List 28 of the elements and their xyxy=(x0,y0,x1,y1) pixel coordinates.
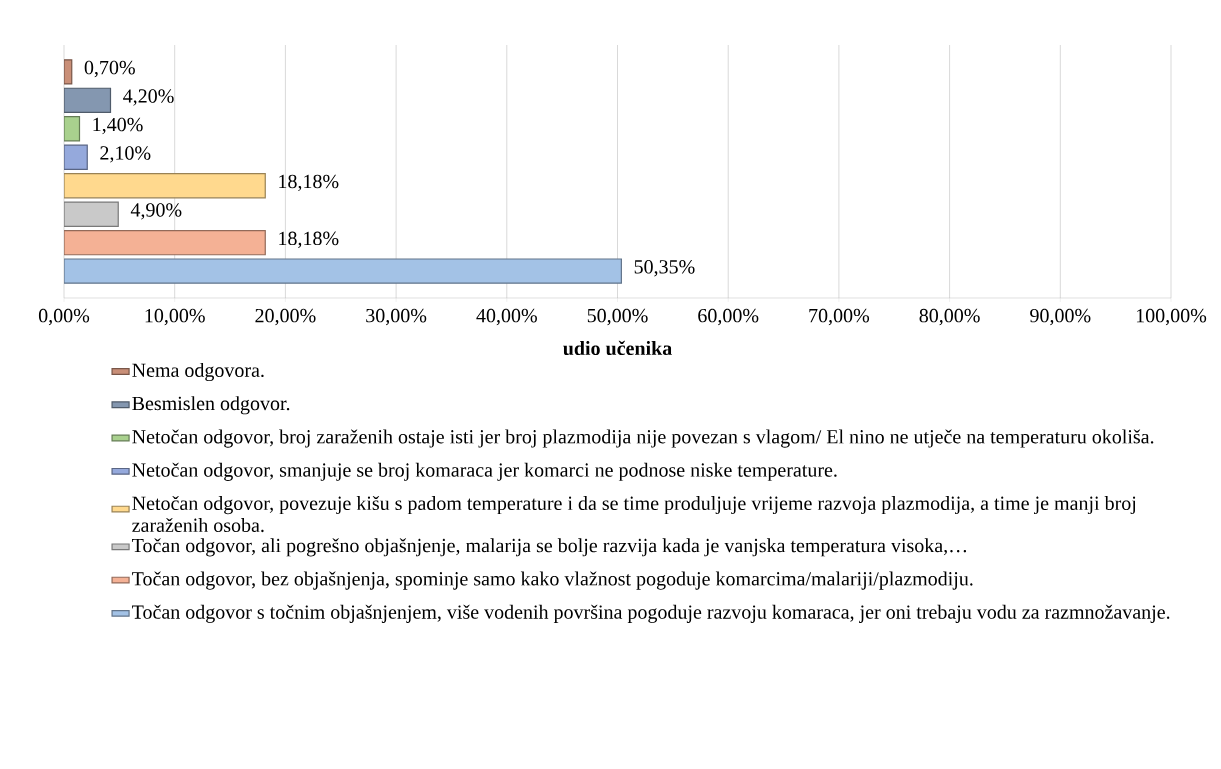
x-axis-title: udio učenika xyxy=(563,340,672,356)
legend-label: Točan odgovor s točnim objašnjenjem, više vodenih površina pogoduje razvoju komaraca, jer oni trebaju vodu za razmnožavanje. xyxy=(132,604,1170,623)
x-tick-label: 30,00% xyxy=(366,308,427,326)
x-tick-label: 50,00% xyxy=(587,308,648,326)
x-tick-label: 20,00% xyxy=(255,308,316,326)
legend-label: Nema odgovora. xyxy=(132,362,264,382)
data-label: 4,90% xyxy=(130,203,182,220)
data-label: 1,40% xyxy=(93,117,143,135)
legend-label: Netočan odgovor, broj zaraženih ostaje isti jer broj plazmodija nije povezan s vlagom/ El nino ne utječe na temperaturu okoliša. xyxy=(132,429,1154,448)
x-tick-label: 80,00% xyxy=(919,308,980,326)
legend-label: Netočan odgovor, smanjuje se broj komaraca jer komarci ne podnose niske temperature. xyxy=(132,462,837,481)
x-tick-label: 0,00% xyxy=(38,308,90,326)
data-label: 50,35% xyxy=(634,260,695,277)
data-label: 0,70% xyxy=(84,60,135,78)
x-tick-label: 60,00% xyxy=(698,308,759,326)
x-tick-label: 10,00% xyxy=(145,308,205,326)
x-tick-label: 70,00% xyxy=(809,308,870,326)
x-tick-label: 40,00% xyxy=(476,308,537,326)
data-label: 4,20% xyxy=(123,89,174,106)
x-tick-label: 90,00% xyxy=(1030,308,1091,326)
legend-label: Točan odgovor, bez objašnjenja, spominje samo kako vlažnost pogoduje komarcima/malariji/plazmodiju. xyxy=(132,571,973,590)
x-tick-label: 100,00% xyxy=(1136,308,1207,326)
legend-label: Netočan odgovor, povezuje kišu s padom temperature i da se time produljuje vrijeme razvoja plazmodija, a time je manji broj zaraženih osoba. xyxy=(132,495,1136,533)
legend-label: Besmislen odgovor. xyxy=(132,396,290,415)
data-label: 18,18% xyxy=(279,231,339,248)
data-label: 2,10% xyxy=(100,146,151,163)
data-label: 18,18% xyxy=(279,174,339,192)
legend-label: Točan odgovor, ali pogrešno objašnjenje, malarija se bolje razvija kada je vanjska temperatura visoka,… xyxy=(132,538,967,557)
